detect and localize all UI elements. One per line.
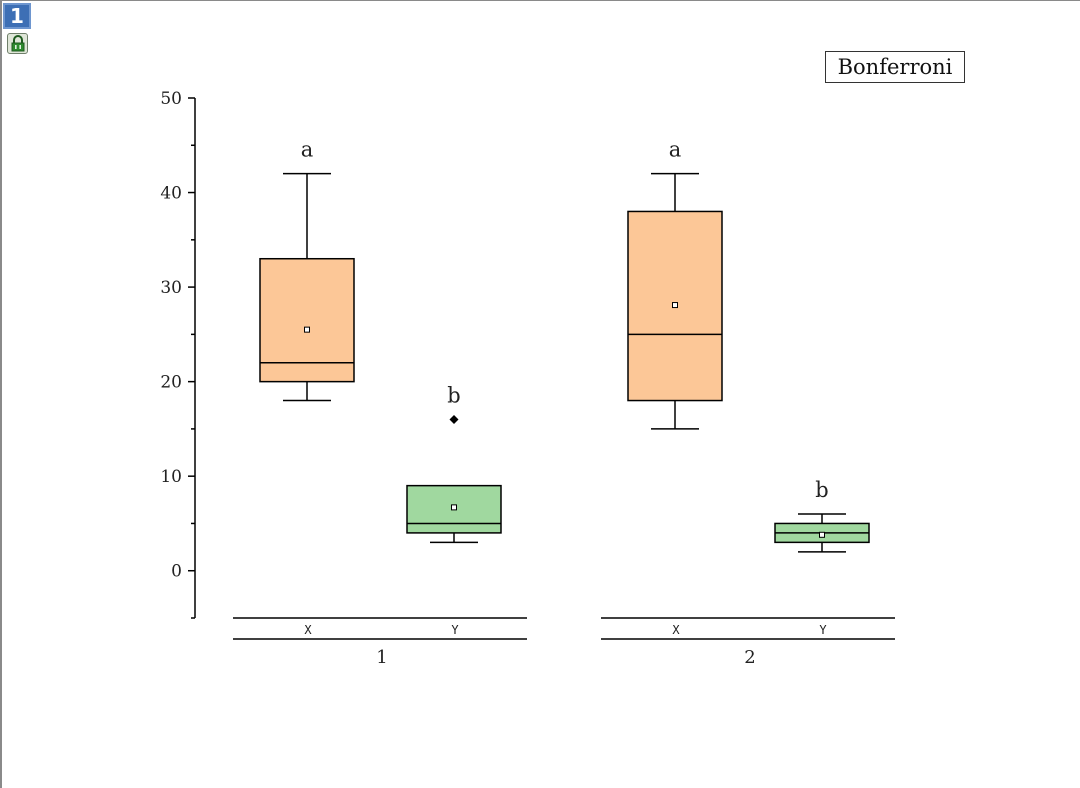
- mean-marker: [819, 531, 825, 538]
- y-tick-label: 20: [160, 373, 182, 393]
- mean-marker: [451, 504, 457, 511]
- window-top-border: [0, 0, 1080, 1]
- page-number-badge[interactable]: 1: [3, 3, 31, 29]
- category-label: X: [672, 623, 680, 637]
- category-label: Y: [451, 623, 459, 637]
- category-label: Y: [819, 623, 827, 637]
- group-label: 1: [376, 647, 387, 668]
- significance-letter: a: [669, 138, 682, 162]
- y-tick-label: 30: [160, 278, 182, 298]
- category-label: X: [304, 623, 312, 637]
- outlier-point: [449, 414, 459, 424]
- y-tick-label: 10: [160, 467, 182, 487]
- window-left-border: [0, 0, 2, 788]
- lock-icon[interactable]: [7, 33, 28, 54]
- y-tick-label: 50: [160, 89, 182, 109]
- box-x: [259, 257, 355, 383]
- legend-text-box[interactable]: Bonferroni: [825, 51, 965, 83]
- mean-marker: [672, 302, 678, 309]
- y-tick-label: 0: [171, 562, 182, 582]
- significance-letter: b: [447, 383, 460, 407]
- significance-letter: b: [815, 478, 828, 502]
- y-tick-label: 40: [160, 184, 182, 204]
- significance-letter: a: [301, 138, 314, 162]
- mean-marker: [304, 326, 310, 333]
- group-label: 2: [744, 647, 755, 668]
